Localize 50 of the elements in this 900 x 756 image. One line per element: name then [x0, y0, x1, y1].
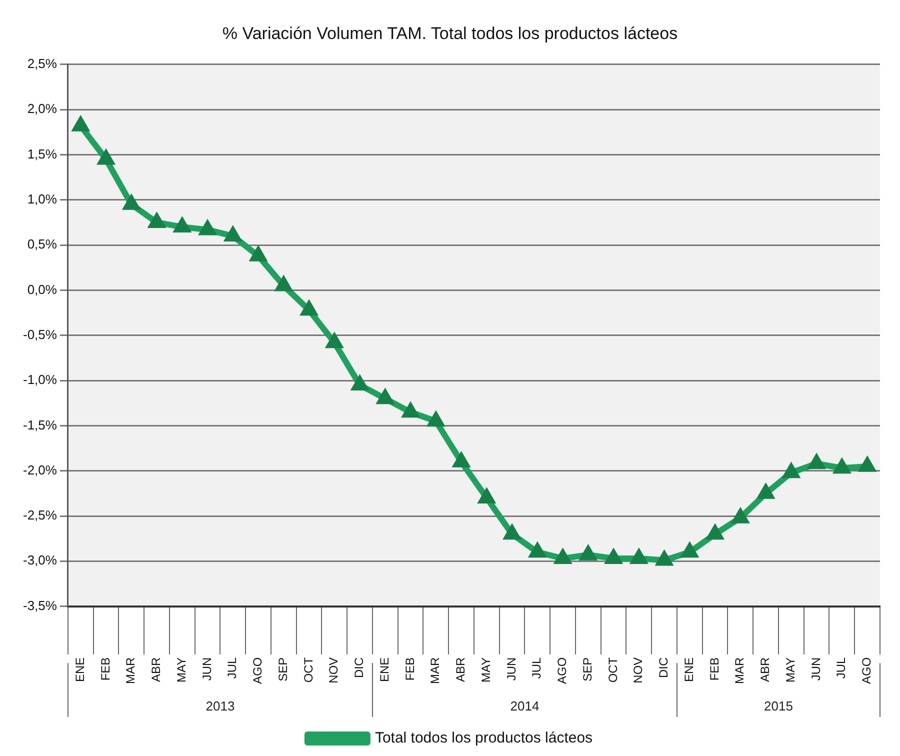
x-tick-label: MAY: [174, 657, 188, 682]
text: 2015: [764, 698, 793, 714]
x-tick-label: MAR: [732, 657, 747, 684]
x-tick-label: NOV: [326, 657, 341, 684]
x-tick-label: FEB: [98, 657, 112, 681]
x-tick-label: ENE: [72, 657, 87, 682]
y-tick-label: -3,5%: [22, 598, 58, 613]
y-tick-label: -2,0%: [22, 462, 58, 478]
y-tick-label: -1,5%: [22, 417, 58, 432]
x-tick-label: JUL: [834, 657, 848, 679]
y-tick-label: -1,0%: [22, 372, 58, 388]
y-tick-label: 0,5%: [27, 236, 58, 252]
x-tick-label: MAR: [428, 657, 442, 684]
y-tick-label: -2,5%: [22, 508, 58, 523]
x-tick-label: ABR: [149, 657, 164, 682]
text: 2014: [510, 698, 540, 714]
x-tick-label: AGO: [250, 657, 265, 684]
x-tick-label: FEB: [402, 657, 417, 681]
x-tick-label: JUL: [225, 657, 240, 679]
x-tick-label: JUN: [808, 657, 823, 681]
x-tick-label: SEP: [580, 657, 594, 682]
x-tick-label: MAR: [124, 657, 138, 684]
x-tick-label: ENE: [682, 657, 696, 682]
x-tick-label: MAY: [478, 657, 493, 682]
y-tick-label: 2,5%: [27, 56, 58, 71]
x-tick-label: JUN: [504, 657, 518, 681]
x-tick-label: ABR: [454, 657, 468, 682]
x-tick-label: MAY: [783, 657, 798, 682]
x-tick-label: AGO: [860, 657, 874, 684]
x-tick-label: JUL: [530, 657, 544, 679]
x-tick-label: NOV: [631, 657, 646, 684]
y-tick-label: -0,5%: [22, 326, 58, 342]
y-tick-label: -3,0%: [22, 552, 58, 568]
x-tick-label: OCT: [606, 656, 620, 683]
x-tick-label: JUN: [200, 657, 214, 681]
x-tick-label: DIC: [352, 657, 366, 678]
y-tick-label: 1,0%: [27, 191, 58, 206]
legend-label: Total todos los productos lácteos: [374, 730, 593, 747]
x-tick-label: AGO: [555, 657, 570, 684]
x-tick-label: ENE: [377, 657, 392, 682]
text: 2013: [206, 698, 235, 714]
x-tick-label: OCT: [301, 656, 316, 683]
x-tick-label: ABR: [758, 657, 772, 682]
y-tick-label: 1,5%: [27, 146, 58, 162]
x-tick-label: FEB: [707, 657, 722, 681]
x-tick-label: SEP: [276, 657, 290, 682]
y-tick-label: 2,0%: [27, 101, 58, 116]
y-tick-label: 0,0%: [27, 282, 58, 297]
x-tick-label: DIC: [656, 657, 671, 678]
chart-title: % Variación Volumen TAM. Total todos los productos lácteos: [222, 24, 678, 43]
